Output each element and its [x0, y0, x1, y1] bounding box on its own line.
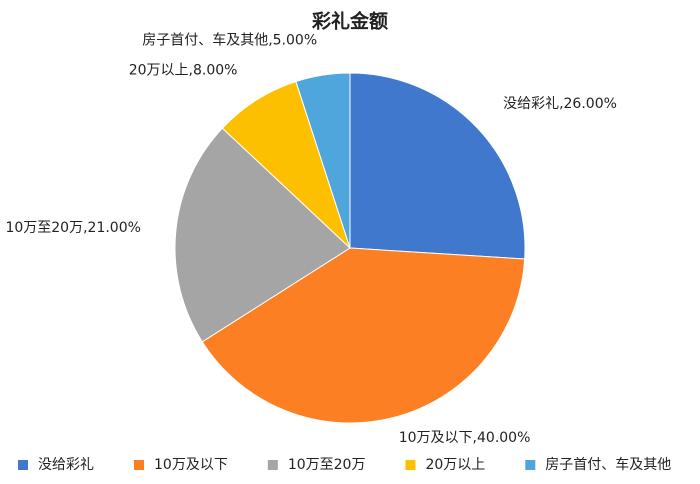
pie-slice: [201, 247, 526, 424]
legend-label: 房子首付、车及其他: [545, 456, 671, 473]
legend-swatch: [267, 460, 278, 470]
legend-swatch: [18, 460, 28, 470]
pie-slice: [295, 72, 351, 249]
legend-swatch: [405, 460, 416, 470]
data-label: 房子首付、车及其他,5.00%: [142, 32, 317, 49]
data-label: 10万及以下,40.00%: [399, 430, 531, 446]
legend-swatch: [525, 460, 536, 470]
data-label: 10万至20万,21.00%: [5, 220, 140, 236]
legend-swatch: [134, 460, 144, 470]
legend-label: 10万至20万: [288, 457, 366, 473]
legend-label: 20万以上: [425, 457, 485, 473]
data-label: 没给彩礼,26.00%: [503, 96, 617, 112]
data-label: 20万以上,8.00%: [129, 63, 238, 79]
legend-label: 没给彩礼: [38, 457, 94, 473]
pie-slice: [349, 72, 526, 260]
pie-slice: [174, 127, 351, 343]
legend-label: 10万及以下: [154, 457, 228, 473]
chart-title: 彩礼金额: [311, 10, 388, 33]
